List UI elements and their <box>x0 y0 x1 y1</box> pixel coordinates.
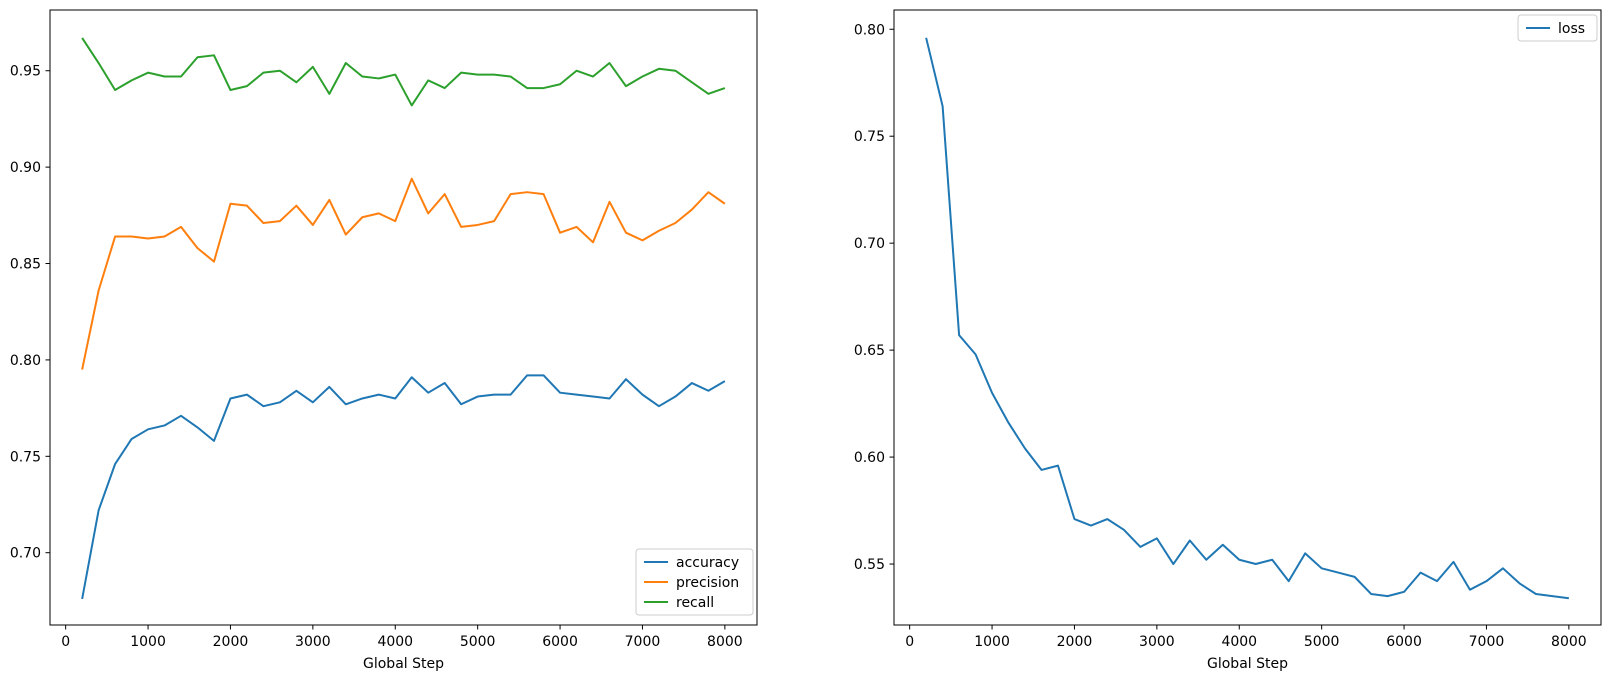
legend: loss <box>1517 14 1598 42</box>
y-tick-label: 0.75 <box>854 129 885 145</box>
x-tick-label: 2000 <box>213 634 249 650</box>
y-tick-label: 0.90 <box>10 160 41 176</box>
y-tick-label: 0.80 <box>10 353 41 369</box>
x-tick-label: 6000 <box>1386 634 1422 650</box>
x-axis-label: Global Step <box>1207 656 1288 672</box>
x-tick-label: 5000 <box>1304 634 1340 650</box>
y-tick-label: 0.75 <box>10 449 41 465</box>
loss-chart: 0 1000 2000 3000 4000 5000 6000 7000 8000 0.55 0.6… <box>854 9 1602 672</box>
legend-box <box>635 548 754 616</box>
x-tick-label: 4000 <box>1221 634 1257 650</box>
x-tick-label: 1000 <box>130 634 166 650</box>
y-tick-label: 0.60 <box>854 450 885 466</box>
metrics-chart: 0 1000 2000 3000 4000 5000 6000 7000 8000 0.70 0.7… <box>10 9 758 672</box>
x-axis-label: Global Step <box>363 656 444 672</box>
series-line-accuracy <box>81 374 726 600</box>
x-tick-label: 6000 <box>542 634 578 650</box>
x-tick-label: 1000 <box>974 634 1010 650</box>
x-tick-label: 2000 <box>1057 634 1093 650</box>
plot-area <box>893 9 1602 626</box>
legend-label-recall: recall <box>676 595 714 611</box>
x-tick-label: 5000 <box>460 634 496 650</box>
x-tick-label: 0 <box>905 634 914 650</box>
y-tick-label: 0.80 <box>854 22 885 38</box>
legend-label-precision: precision <box>676 575 739 591</box>
legend: accuracy precision recall <box>635 548 754 616</box>
x-tick-label: 3000 <box>295 634 331 650</box>
legend-label-loss: loss <box>1558 21 1585 37</box>
x-tick-label: 7000 <box>625 634 661 650</box>
x-tick-label: 8000 <box>1551 634 1587 650</box>
legend-box <box>1517 14 1598 42</box>
series-line-recall <box>81 37 726 107</box>
x-tick-label: 3000 <box>1139 634 1175 650</box>
y-tick-label: 0.55 <box>854 557 885 573</box>
y-tick-label: 0.65 <box>854 343 885 359</box>
y-tick-label: 0.85 <box>10 257 41 273</box>
plot-area <box>49 9 758 626</box>
y-tick-label: 0.95 <box>10 64 41 80</box>
y-tick-label: 0.70 <box>10 546 41 562</box>
series-line-loss <box>925 37 1569 600</box>
series-line-precision <box>81 177 726 370</box>
y-tick-label: 0.70 <box>854 236 885 252</box>
x-tick-label: 7000 <box>1469 634 1505 650</box>
x-tick-label: 4000 <box>377 634 413 650</box>
legend-label-accuracy: accuracy <box>676 555 739 571</box>
x-tick-label: 8000 <box>707 634 743 650</box>
x-tick-label: 0 <box>61 634 70 650</box>
